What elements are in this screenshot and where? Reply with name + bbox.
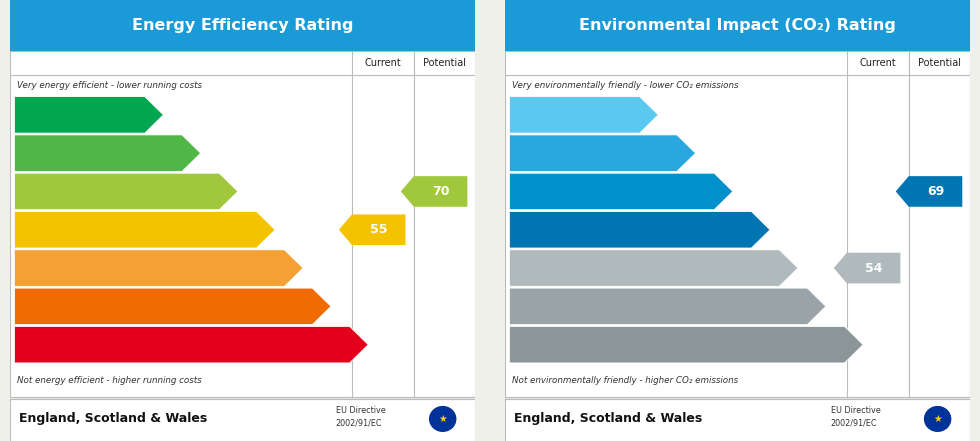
Polygon shape: [15, 173, 238, 210]
Text: England, Scotland & Wales: England, Scotland & Wales: [514, 412, 703, 426]
Text: D: D: [762, 223, 773, 237]
Text: England, Scotland & Wales: England, Scotland & Wales: [19, 412, 208, 426]
Polygon shape: [15, 288, 331, 325]
Text: C: C: [725, 184, 736, 198]
Text: A: A: [156, 108, 167, 122]
Text: Current: Current: [365, 58, 401, 68]
Polygon shape: [339, 214, 406, 245]
FancyBboxPatch shape: [10, 399, 475, 441]
Text: Not environmentally friendly - higher CO₂ emissions: Not environmentally friendly - higher CO…: [512, 376, 738, 385]
Text: (21-38): (21-38): [517, 302, 553, 311]
Text: (39-54): (39-54): [23, 264, 58, 273]
Circle shape: [924, 407, 951, 431]
Polygon shape: [896, 176, 962, 207]
Text: EU Directive
2002/91/EC: EU Directive 2002/91/EC: [831, 406, 880, 427]
Polygon shape: [510, 173, 733, 210]
Polygon shape: [510, 326, 863, 363]
Polygon shape: [401, 176, 467, 207]
FancyBboxPatch shape: [505, 51, 970, 397]
Text: (21-38): (21-38): [23, 302, 58, 311]
Text: EU Directive
2002/91/EC: EU Directive 2002/91/EC: [335, 406, 385, 427]
Text: 55: 55: [370, 223, 387, 236]
Text: ★: ★: [933, 414, 942, 424]
Polygon shape: [15, 250, 303, 286]
Text: F: F: [819, 299, 828, 314]
Text: B: B: [688, 146, 699, 160]
Text: Not energy efficient - higher running costs: Not energy efficient - higher running co…: [17, 376, 202, 385]
FancyBboxPatch shape: [505, 0, 970, 51]
Text: Environmental Impact (CO₂) Rating: Environmental Impact (CO₂) Rating: [579, 18, 896, 33]
Text: 54: 54: [865, 262, 882, 275]
Text: (55-68): (55-68): [517, 225, 553, 234]
Text: (69-80): (69-80): [517, 187, 553, 196]
Text: D: D: [268, 223, 278, 237]
Text: ★: ★: [438, 414, 447, 424]
Text: G: G: [856, 338, 866, 351]
Text: (55-68): (55-68): [23, 225, 58, 234]
Polygon shape: [15, 97, 164, 133]
Polygon shape: [15, 135, 201, 172]
Text: Potential: Potential: [918, 58, 961, 68]
Text: (1-20): (1-20): [23, 340, 52, 349]
Text: E: E: [791, 261, 801, 275]
Polygon shape: [834, 253, 901, 284]
Text: (1-20): (1-20): [517, 340, 547, 349]
Text: (81-91): (81-91): [517, 149, 553, 157]
Text: Energy Efficiency Rating: Energy Efficiency Rating: [131, 18, 354, 33]
Text: (69-80): (69-80): [23, 187, 58, 196]
Text: G: G: [361, 338, 371, 351]
Text: C: C: [230, 184, 241, 198]
Polygon shape: [510, 135, 696, 172]
Polygon shape: [510, 250, 798, 286]
Text: A: A: [651, 108, 662, 122]
Text: (39-54): (39-54): [517, 264, 553, 273]
FancyBboxPatch shape: [10, 51, 475, 397]
Polygon shape: [15, 212, 275, 248]
Polygon shape: [510, 97, 659, 133]
Text: (92-100): (92-100): [517, 110, 558, 120]
Text: Very energy efficient - lower running costs: Very energy efficient - lower running co…: [17, 81, 202, 90]
Text: (81-91): (81-91): [23, 149, 58, 157]
Text: Very environmentally friendly - lower CO₂ emissions: Very environmentally friendly - lower CO…: [512, 81, 738, 90]
Text: B: B: [193, 146, 204, 160]
Text: E: E: [296, 261, 306, 275]
Text: Potential: Potential: [423, 58, 466, 68]
FancyBboxPatch shape: [505, 399, 970, 441]
Text: 70: 70: [432, 185, 450, 198]
Circle shape: [429, 407, 456, 431]
Text: (92-100): (92-100): [23, 110, 63, 120]
Text: F: F: [324, 299, 333, 314]
Polygon shape: [510, 288, 826, 325]
Text: 69: 69: [927, 185, 944, 198]
Text: Current: Current: [859, 58, 896, 68]
Polygon shape: [15, 326, 368, 363]
FancyBboxPatch shape: [10, 0, 475, 51]
Polygon shape: [510, 212, 770, 248]
